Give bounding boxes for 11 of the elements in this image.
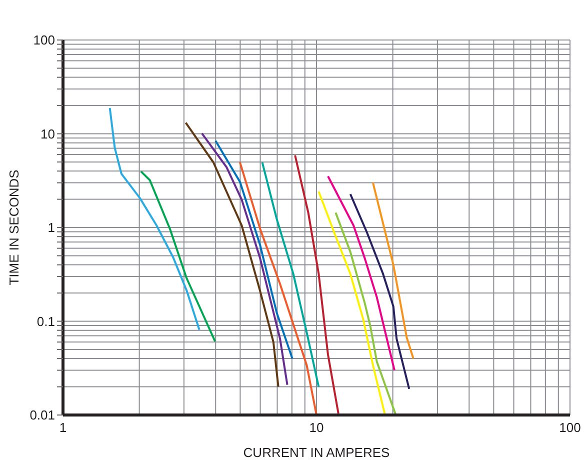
line-series <box>372 182 414 360</box>
x-axis-title: CURRENT IN AMPERES <box>243 445 390 460</box>
y-tick-label: 10 <box>40 126 55 142</box>
y-tick-label: 0.1 <box>36 314 55 329</box>
x-tick-label: 100 <box>559 420 581 436</box>
y-tick-label: 0.01 <box>30 408 55 423</box>
x-tick-label: 1 <box>59 420 67 436</box>
y-axis-title: TIME IN SECONDS <box>6 169 22 286</box>
x-tick-label: 10 <box>309 420 324 436</box>
y-tick-label: 100 <box>33 32 55 48</box>
y-tick-label: 1 <box>48 220 55 236</box>
